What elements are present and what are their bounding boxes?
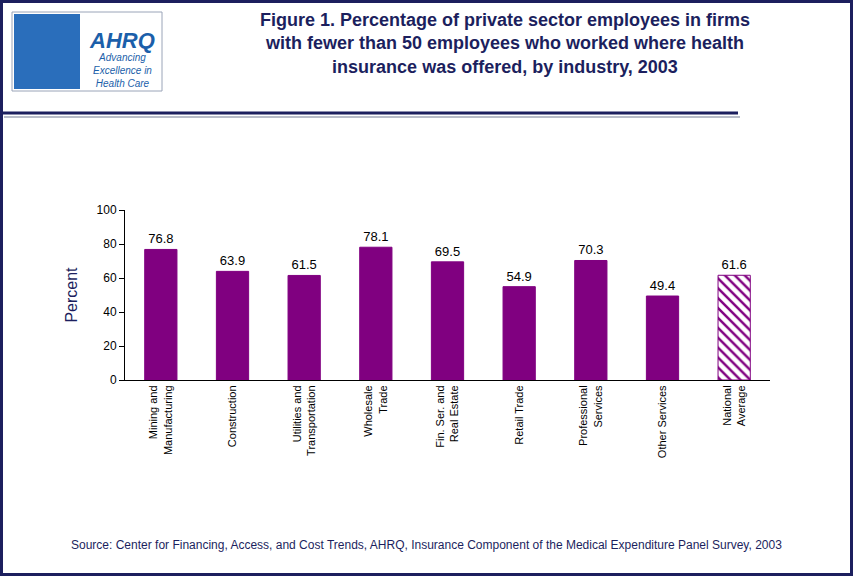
svg-text:Fin. Ser. andReal Estate: Fin. Ser. andReal Estate (434, 385, 460, 447)
svg-text:Utilities andTransportation: Utilities andTransportation (291, 385, 317, 456)
svg-text:WholesaleTrade: WholesaleTrade (362, 385, 388, 436)
svg-text:69.5: 69.5 (435, 244, 460, 259)
svg-text:40: 40 (103, 305, 117, 319)
svg-text:70.3: 70.3 (578, 242, 603, 257)
svg-text:Figure 1. Percentage of privat: Figure 1. Percentage of private sector e… (260, 10, 750, 77)
svg-text:20: 20 (103, 339, 117, 353)
svg-text:78.1: 78.1 (363, 229, 388, 244)
svg-text:61.6: 61.6 (722, 257, 747, 272)
svg-text:AHRQ: AHRQ (89, 28, 155, 53)
svg-text:Other Services: Other Services (656, 385, 668, 458)
svg-text:76.8: 76.8 (148, 231, 173, 246)
svg-text:ProfessionalServices: ProfessionalServices (577, 385, 603, 446)
svg-text:Construction: Construction (226, 385, 238, 447)
svg-text:AdvancingExcellence inHealth C: AdvancingExcellence inHealth Care (93, 52, 152, 89)
svg-text:54.9: 54.9 (507, 269, 532, 284)
svg-text:NationalAverage: NationalAverage (721, 385, 747, 426)
svg-text:60: 60 (103, 271, 117, 285)
svg-text:0: 0 (110, 373, 117, 387)
svg-text:Retail Trade: Retail Trade (513, 385, 525, 444)
svg-text:49.4: 49.4 (650, 278, 675, 293)
svg-text:100: 100 (97, 203, 117, 217)
svg-text:Source: Center for Financing,: Source: Center for Financing, Access, an… (71, 538, 782, 552)
svg-text:Mining andManufacturing: Mining andManufacturing (147, 385, 173, 455)
svg-text:63.9: 63.9 (220, 253, 245, 268)
svg-text:Percent: Percent (63, 267, 80, 323)
svg-text:80: 80 (103, 237, 117, 251)
svg-text:61.5: 61.5 (292, 257, 317, 272)
